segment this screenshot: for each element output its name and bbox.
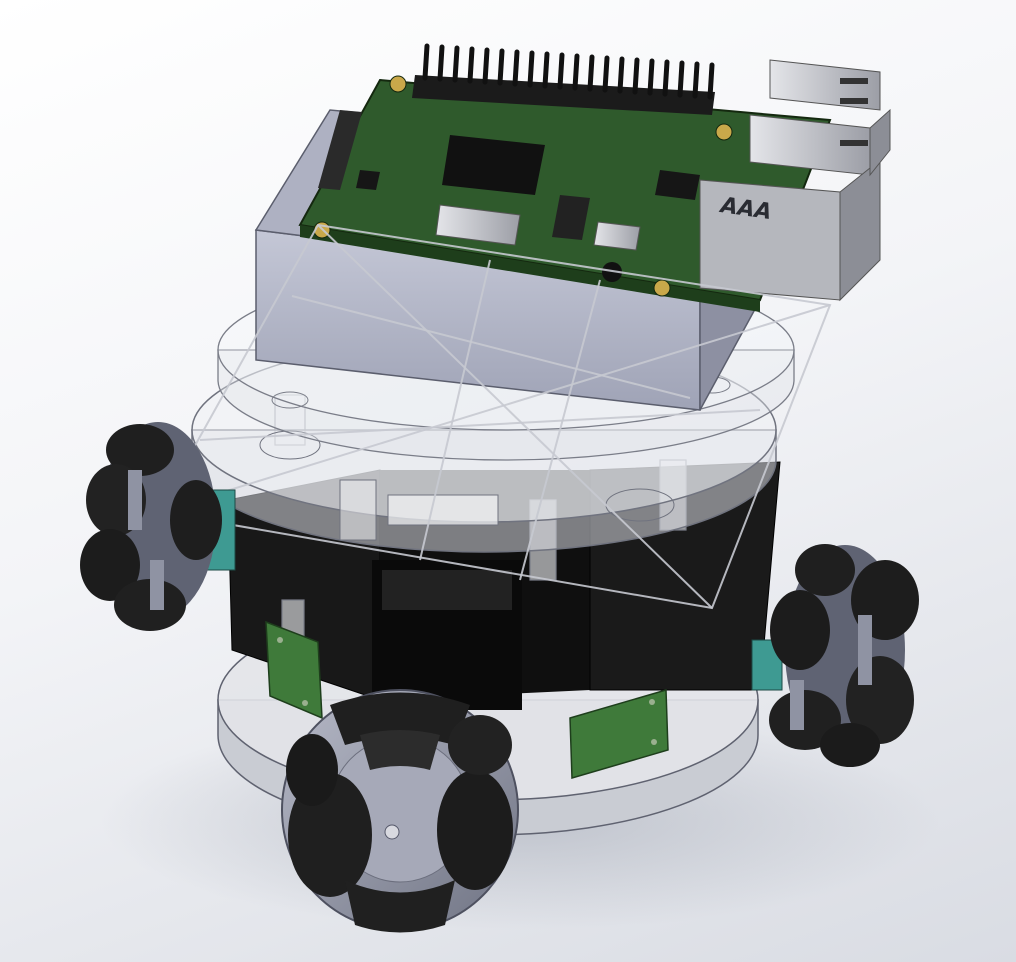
hdmi-port: [435, 204, 521, 246]
soc-chip: [442, 135, 545, 195]
usb-power-port: [593, 221, 641, 251]
sensor-board-right: [569, 689, 669, 779]
raspberry-pi-board: AAA: [298, 43, 891, 312]
omni-wheel-right: [751, 544, 919, 767]
omni-wheel-front: [281, 689, 519, 933]
motor-block: [227, 461, 781, 710]
sketch-overlay: [156, 223, 832, 610]
omni-wheel-left: [80, 422, 236, 631]
audio-jack: [602, 262, 622, 282]
gpio-pins: [422, 43, 715, 100]
sensor-board-left: [265, 620, 323, 720]
gpio-header: [412, 75, 715, 115]
usb-ethernet-stack: [699, 59, 891, 302]
